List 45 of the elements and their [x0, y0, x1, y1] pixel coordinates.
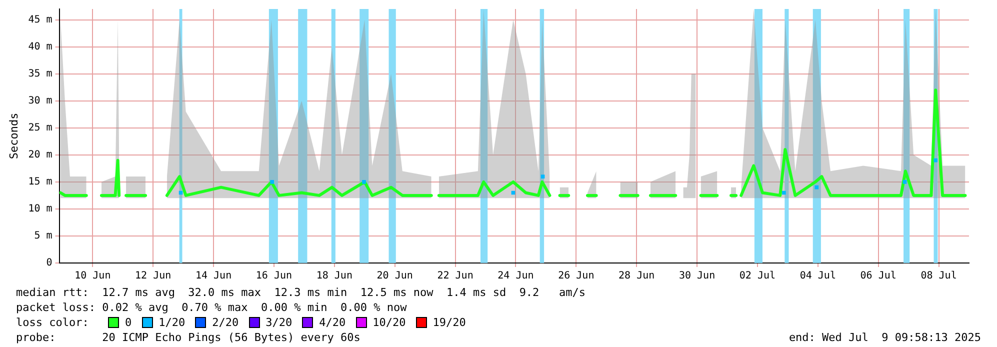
x-tick-label: 22 Jun	[437, 270, 474, 282]
x-tick-label: 26 Jun	[558, 270, 594, 282]
y-axis-title: Seconds	[7, 112, 20, 160]
legend-label: 2/20	[212, 315, 239, 330]
x-tick-label: 08 Jul	[920, 270, 957, 282]
point	[814, 185, 819, 190]
x-tick-label: 14 Jun	[195, 270, 232, 282]
text: end: Wed Jul 9 09:58:13 2025	[788, 330, 981, 345]
y-tick-label: 5 m	[34, 230, 52, 242]
text: probe: 20 ICMP Echo Pings (56 Bytes) every 60s	[16, 330, 360, 345]
x-tick-label: 18 Jun	[316, 270, 352, 282]
y-tick-label: 35 m	[28, 68, 52, 80]
x-tick-label: 02 Jul	[739, 270, 776, 282]
point	[362, 180, 366, 184]
x-tick-label: 04 Jul	[800, 270, 836, 282]
x-tick-label: 20 Jun	[376, 270, 413, 282]
y-tick-label: 10 m	[28, 204, 52, 215]
y-tick-label: 15 m	[28, 176, 52, 188]
x-tick-label: 16 Jun	[256, 270, 292, 282]
legend-label: 0	[125, 315, 132, 330]
y-tick-label: 20 m	[28, 150, 52, 161]
y-tick-label: 40 m	[28, 41, 52, 52]
text: packet loss: 0.02 % avg 0.70 % max 0.00 % min 0.00 % now	[16, 300, 408, 315]
legend-label: 19/20	[432, 315, 466, 330]
point	[934, 158, 938, 162]
text: median rtt: 12.7 ms avg 32.0 ms max 12.3 ms min 12.5 ms now 1.4 ms sd 9.2 am/s	[16, 285, 587, 300]
x-tick-label: 30 Jun	[678, 270, 716, 282]
y-tick-label: 30 m	[28, 95, 52, 106]
x-tick-label: 06 Jul	[860, 270, 896, 282]
point	[902, 180, 907, 184]
x-tick-label: 10 Jun	[74, 270, 111, 282]
legend-label: 4/20	[319, 315, 346, 330]
legend-label: 1/20	[158, 315, 186, 330]
point	[540, 174, 545, 178]
legend-label: 3/20	[266, 315, 292, 330]
point	[270, 180, 274, 184]
point	[782, 190, 786, 195]
x-tick-label: 24 Jun	[498, 270, 534, 282]
legend-label: 10/20	[372, 315, 406, 330]
y-tick-label: 25 m	[28, 122, 52, 134]
legend-title: loss color:	[16, 315, 90, 330]
x-tick-label: 28 Jun	[618, 270, 655, 282]
y-tick-label: 0	[46, 258, 52, 269]
x-tick-label: 12 Jun	[135, 270, 172, 282]
y-tick-label: 45 m	[28, 14, 52, 26]
